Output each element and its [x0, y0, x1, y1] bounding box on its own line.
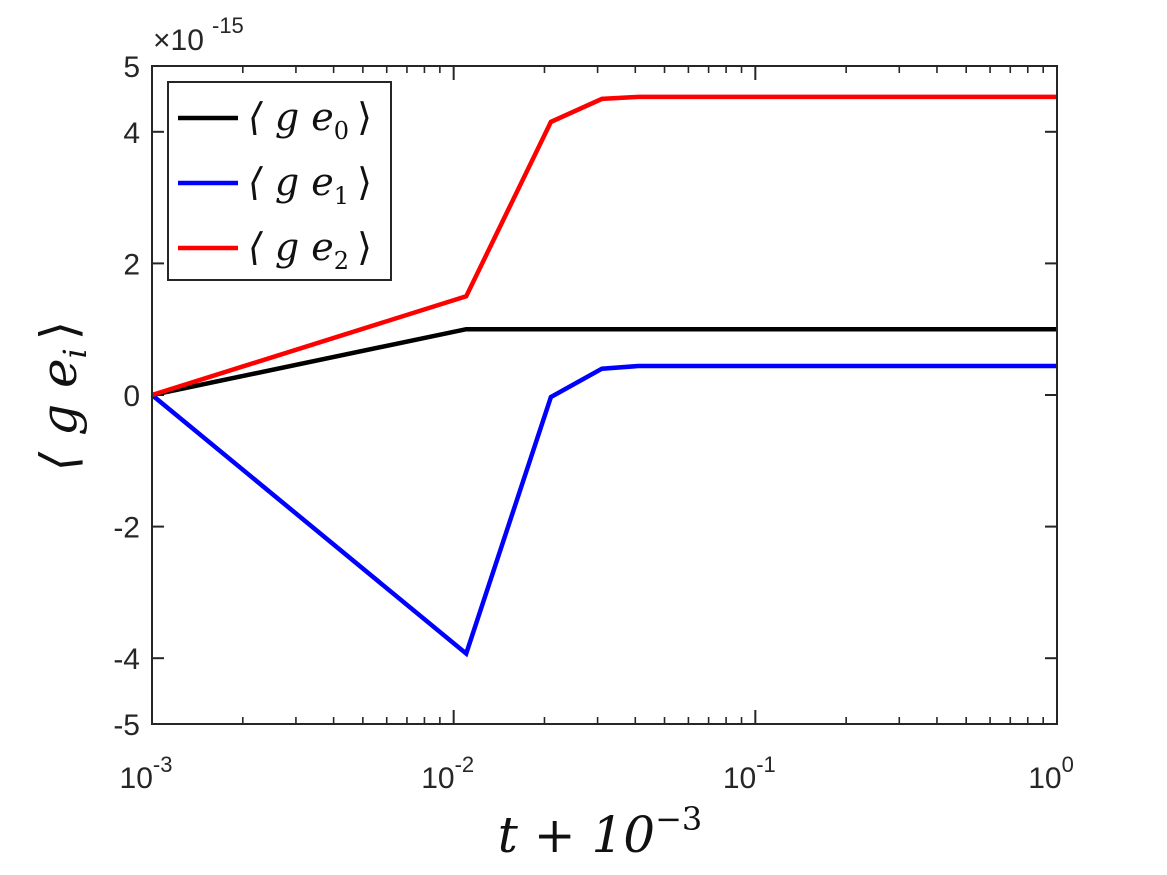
- legend-label-text: ⟨ g e: [248, 95, 334, 139]
- y-tick-label: 0: [123, 380, 140, 413]
- legend-label-text: ⟨ g e: [248, 160, 334, 204]
- x-tick-label: 100: [1028, 752, 1074, 795]
- legend-label-close: ⟩: [357, 95, 372, 139]
- y-axis-label-text: ⟨ g e: [30, 358, 88, 471]
- y-multiplier-base: ×10: [153, 24, 204, 57]
- x-axis-label-exponent: −3: [655, 800, 702, 838]
- legend-label-text: ⟨ g e: [248, 225, 334, 269]
- legend-label-close: ⟩: [357, 225, 372, 269]
- legend-label-e2: ⟨ g e2 ⟩: [248, 225, 372, 275]
- y-axis-label: ⟨ g ei ⟩: [30, 321, 94, 472]
- x-tick-label-base: 10: [421, 762, 454, 795]
- legend-label-e0: ⟨ g e0 ⟩: [248, 95, 372, 145]
- y-tick-label: -5: [113, 709, 140, 742]
- y-tick-label: 2: [123, 248, 140, 281]
- x-tick-label-exponent: -2: [455, 752, 475, 777]
- y-axis-label-close: ⟩: [30, 321, 88, 341]
- x-tick-label-exponent: -3: [153, 752, 173, 777]
- plot-frame: [151, 65, 1058, 725]
- y-axis-label-subscript: i: [56, 348, 94, 358]
- x-axis-label: t + 10−3: [498, 800, 703, 864]
- y-tick-label: -4: [113, 643, 140, 676]
- x-tick-label-base: 10: [1028, 762, 1061, 795]
- y-tick-label: -2: [113, 512, 140, 545]
- x-tick-label: 10-2: [421, 752, 474, 795]
- x-tick-label-base: 10: [723, 762, 756, 795]
- series-line-e0: [151, 326, 1057, 398]
- series-line-e1: [150, 363, 1057, 658]
- x-axis-label-text: t + 10: [498, 806, 655, 864]
- y-multiplier-exponent: -15: [212, 13, 244, 38]
- legend-label-subscript: 2: [334, 247, 349, 275]
- legend-label-close: ⟩: [357, 160, 372, 204]
- x-tick-label-exponent: -1: [756, 752, 776, 777]
- y-tick-label: 5: [123, 51, 140, 84]
- series-lines: [150, 94, 1057, 658]
- legend-label-e1: ⟨ g e1 ⟩: [248, 160, 372, 210]
- x-tick-label: 10-3: [120, 752, 173, 795]
- series-line-e2: [151, 94, 1057, 398]
- x-tick-label: 10-1: [723, 752, 776, 795]
- x-tick-label-exponent: 0: [1062, 752, 1074, 777]
- legend: ⟨ g e0 ⟩⟨ g e1 ⟩⟨ g e2 ⟩: [167, 81, 392, 281]
- legend-label-subscript: 1: [334, 182, 349, 210]
- x-tick-label-base: 10: [120, 762, 153, 795]
- y-tick-label: 4: [123, 117, 140, 150]
- legend-label-subscript: 0: [334, 117, 349, 145]
- y-multiplier: ×10 -15: [153, 13, 244, 57]
